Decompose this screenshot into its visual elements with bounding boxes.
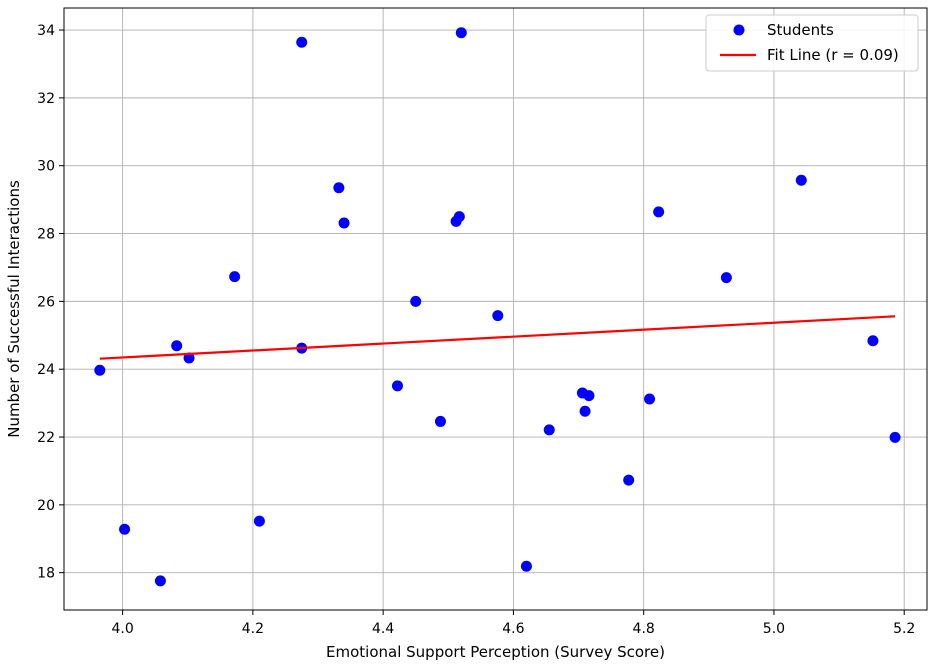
y-tick-label: 20 xyxy=(37,498,55,514)
data-point xyxy=(520,560,532,572)
y-tick-label: 26 xyxy=(37,294,55,310)
data-point xyxy=(338,217,350,229)
legend-marker-students xyxy=(733,24,745,36)
data-point xyxy=(720,272,732,284)
data-point xyxy=(583,390,595,402)
data-point xyxy=(889,431,901,443)
y-tick-label: 22 xyxy=(37,430,55,446)
grid xyxy=(64,8,927,610)
fit-line xyxy=(99,315,896,360)
data-point xyxy=(119,523,131,535)
data-point xyxy=(653,206,665,218)
x-tick-label: 4.2 xyxy=(242,621,264,637)
y-tick-label: 24 xyxy=(37,362,55,378)
data-point xyxy=(492,310,504,322)
data-point xyxy=(579,405,591,417)
data-point xyxy=(543,424,555,436)
y-tick-label: 18 xyxy=(37,566,55,582)
data-point xyxy=(229,271,241,283)
legend-box xyxy=(705,14,919,72)
data-point xyxy=(410,295,422,307)
x-tick-label: 5.0 xyxy=(763,621,785,637)
x-tick-label: 4.4 xyxy=(372,621,394,637)
data-point xyxy=(644,393,656,405)
plot-data xyxy=(94,27,901,587)
legend-label-students: Students xyxy=(767,21,834,39)
x-tick-label: 4.8 xyxy=(633,621,655,637)
y-axis-label: Number of Successful Interactions xyxy=(5,180,23,438)
y-tick-label: 32 xyxy=(37,91,55,107)
data-point xyxy=(455,27,467,39)
legend-label-fit-line: Fit Line (r = 0.09) xyxy=(767,46,899,64)
data-point xyxy=(333,182,345,194)
data-point xyxy=(183,352,195,364)
data-point xyxy=(453,211,465,223)
legend: Students Fit Line (r = 0.09) xyxy=(705,14,919,72)
y-tick-label: 30 xyxy=(37,159,55,175)
plot-frame xyxy=(63,7,928,611)
x-tick-label: 5.2 xyxy=(893,621,915,637)
data-point xyxy=(253,515,265,527)
x-tick-label: 4.0 xyxy=(111,621,133,637)
data-point xyxy=(623,474,635,486)
axis-ticks: 4.0 4.2 4.4 4.6 4.8 5.0 5.2 18 20 22 24 26 28 30 32 34 xyxy=(37,23,915,637)
y-tick-label: 28 xyxy=(37,227,55,243)
data-point xyxy=(867,335,879,347)
data-point xyxy=(795,174,807,186)
data-point xyxy=(434,415,446,427)
y-tick-label: 34 xyxy=(37,23,55,39)
data-point xyxy=(154,575,166,587)
x-axis-label: Emotional Support Perception (Survey Sco… xyxy=(326,643,665,661)
data-point xyxy=(171,340,183,352)
x-tick-label: 4.6 xyxy=(502,621,524,637)
data-point xyxy=(391,380,403,392)
data-point xyxy=(94,364,106,376)
data-point xyxy=(296,36,308,48)
